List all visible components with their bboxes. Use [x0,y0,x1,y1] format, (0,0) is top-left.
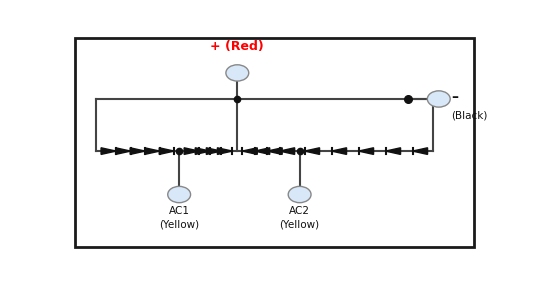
Polygon shape [184,148,199,155]
Polygon shape [413,148,428,155]
Ellipse shape [288,186,311,203]
Text: –: – [451,90,458,104]
Polygon shape [195,148,210,155]
Ellipse shape [427,91,450,107]
Polygon shape [206,148,221,155]
Polygon shape [159,148,174,155]
Ellipse shape [168,186,191,203]
Polygon shape [218,148,232,155]
Polygon shape [385,148,400,155]
Text: AC2
(Yellow): AC2 (Yellow) [280,206,319,230]
Polygon shape [116,148,131,155]
Polygon shape [359,148,374,155]
Polygon shape [145,148,160,155]
Text: AC1
(Yellow): AC1 (Yellow) [159,206,199,230]
Polygon shape [130,148,145,155]
Polygon shape [280,148,295,155]
FancyBboxPatch shape [234,97,241,101]
Polygon shape [255,148,270,155]
Polygon shape [304,148,319,155]
Polygon shape [101,148,116,155]
Ellipse shape [226,65,249,81]
Polygon shape [332,148,347,155]
Text: (Black): (Black) [451,111,488,121]
Polygon shape [242,148,257,155]
Polygon shape [267,148,282,155]
Text: + (Red): + (Red) [211,40,264,53]
